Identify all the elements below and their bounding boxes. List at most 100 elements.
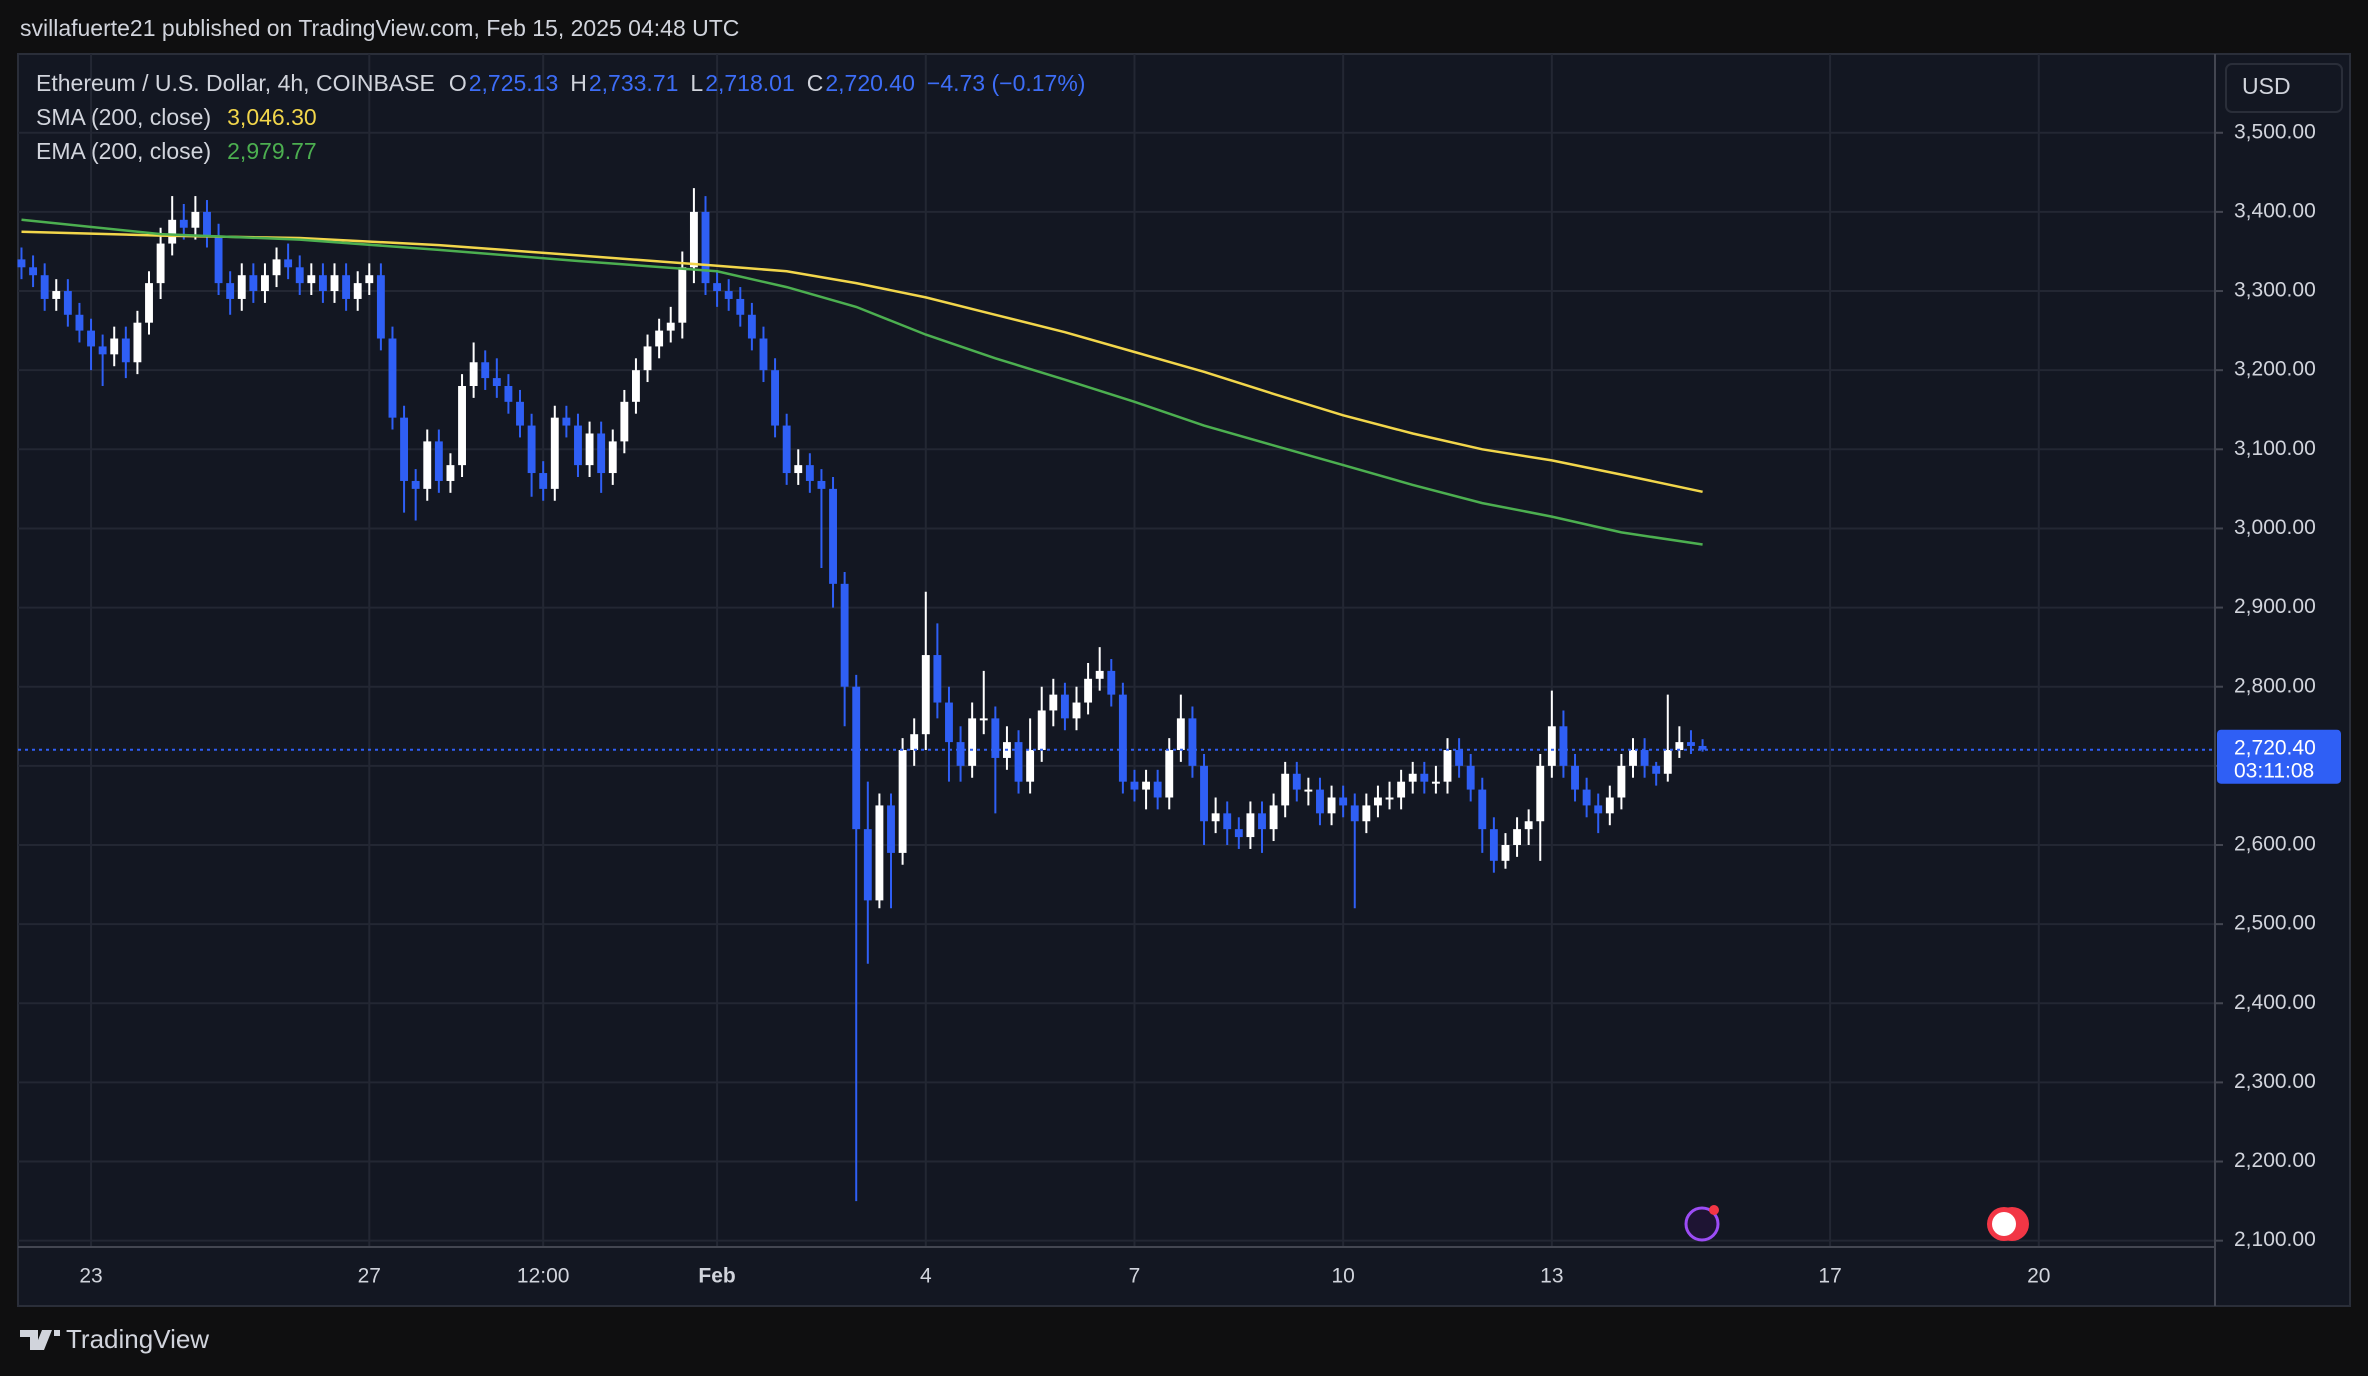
candle-body (516, 401, 524, 426)
candle-body (597, 433, 606, 474)
x-tick-label: 17 (1818, 1265, 1841, 1288)
candle-body (585, 433, 594, 466)
legend-series-value: 2,979.77 (227, 138, 317, 164)
candle-body (840, 583, 849, 687)
candle-body (1431, 781, 1440, 784)
y-tick-label: 2,100.00 (2234, 1228, 2316, 1251)
candle-body (261, 275, 269, 292)
candle-body (203, 211, 211, 236)
candle-body (1397, 781, 1406, 798)
candle-body (1362, 805, 1371, 822)
candle-body (504, 385, 513, 402)
candle-body (1652, 765, 1661, 774)
candle-body (458, 385, 466, 466)
candle-body (1640, 750, 1649, 766)
candle-body (376, 275, 385, 339)
y-tick-label: 2,600.00 (2234, 833, 2316, 856)
candle-body (1176, 718, 1185, 751)
y-tick-label: 2,900.00 (2234, 595, 2316, 618)
candle-body (817, 480, 826, 489)
y-tick-label: 2,800.00 (2234, 674, 2316, 697)
legend-series-name: EMA (200, close) (36, 138, 211, 164)
candle-body (655, 330, 664, 347)
candle-body (1304, 789, 1313, 792)
ohlc-key: L (690, 70, 703, 96)
candle-body (1339, 797, 1348, 806)
candle-body (1327, 797, 1336, 814)
candle-body (110, 338, 119, 355)
candle-body (87, 330, 95, 347)
candle-body (1014, 742, 1023, 782)
candle-body (284, 259, 293, 268)
candle-body (829, 488, 837, 584)
event-badge (1709, 1205, 1719, 1215)
candle-body (678, 267, 687, 323)
candle-body (191, 211, 200, 228)
candle-body (956, 742, 965, 766)
ohlc-key: H (570, 70, 587, 96)
candle-body (747, 314, 756, 339)
candle-body (29, 267, 38, 276)
candle-body (1605, 797, 1614, 814)
candle-body (991, 718, 1000, 758)
candle-body (492, 378, 501, 386)
plot-area (17, 188, 2215, 1202)
change-value: −4.73 (−0.17%) (927, 70, 1086, 96)
y-tick-label: 2,400.00 (2234, 991, 2316, 1014)
candle-body (968, 718, 977, 766)
candle-body (1571, 765, 1579, 790)
candle-body (307, 275, 316, 284)
currency-label[interactable]: USD (2242, 73, 2291, 99)
candle-body (1420, 773, 1429, 782)
candle-body (666, 322, 675, 331)
candle-body (330, 275, 339, 292)
candle-body (272, 259, 281, 276)
candle-body (910, 734, 919, 751)
candle-body (794, 465, 803, 474)
candle-body (63, 291, 72, 315)
candle-body (1258, 813, 1266, 830)
event-icon[interactable] (1684, 1206, 1720, 1242)
candle-body (133, 322, 142, 363)
currency-button[interactable]: USD (2225, 63, 2343, 113)
candle-body (1350, 805, 1359, 822)
candle-body (1478, 789, 1487, 830)
candle-body (724, 291, 733, 299)
currency-button-box[interactable] (2225, 63, 2343, 113)
candle-body (353, 283, 362, 299)
header-text: svillafuerte21 published on TradingView.… (20, 15, 739, 41)
ohlc-value: 2,733.71 (589, 70, 679, 96)
ohlc-value: 2,720.40 (825, 70, 915, 96)
candle-body (1234, 829, 1243, 838)
candle-body (342, 275, 351, 299)
candle-body (632, 370, 640, 402)
candle-body (945, 702, 953, 743)
candle-body (469, 362, 478, 386)
candle-body (1675, 742, 1684, 751)
candle-body (701, 211, 710, 284)
candle-body (481, 362, 490, 379)
candle-body (423, 441, 432, 489)
candle-body (75, 314, 84, 331)
ohlc-key: O (449, 70, 467, 96)
candle-body (574, 425, 582, 466)
ohlc-key: C (807, 70, 824, 96)
candle-body (1246, 813, 1255, 838)
candle-body (1373, 797, 1382, 806)
candle-body (898, 750, 907, 853)
candle-body (863, 829, 872, 901)
candle-body (1663, 750, 1672, 774)
candle-body (1466, 765, 1475, 790)
candle-body (933, 655, 942, 703)
x-tick-label: 4 (920, 1265, 932, 1288)
candle-body (1582, 789, 1591, 806)
candle-body (1165, 750, 1174, 798)
x-tick-label: 27 (358, 1265, 381, 1288)
candle-body (98, 346, 107, 355)
candle-body (1559, 726, 1568, 766)
ma-line (21, 218, 1703, 546)
candle-body (411, 480, 420, 489)
chart-frame (17, 53, 2351, 1307)
